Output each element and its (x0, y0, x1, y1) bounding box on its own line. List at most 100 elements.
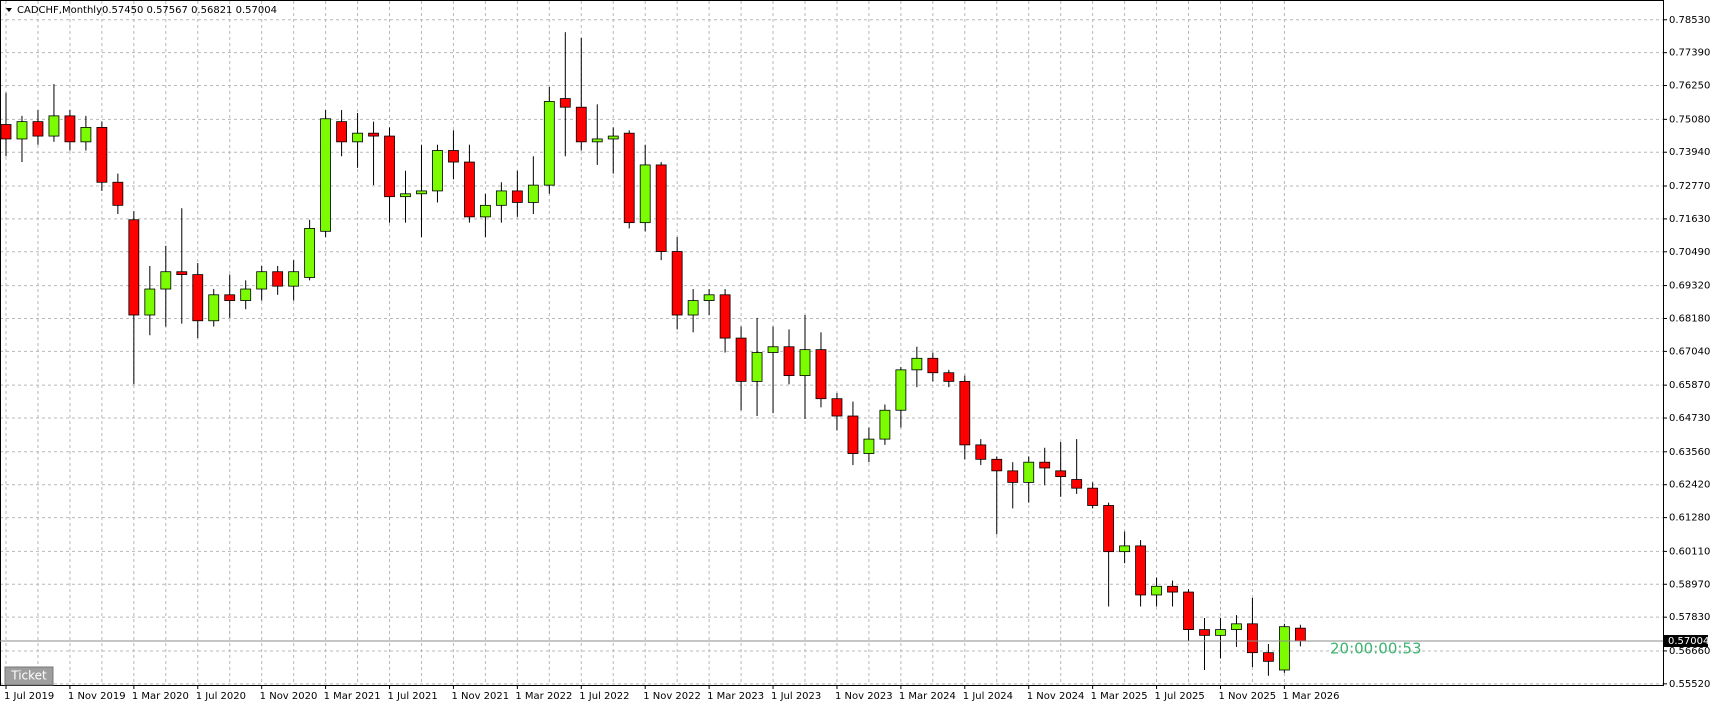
candle-body (863, 438, 875, 454)
candle-body (1103, 505, 1115, 553)
candle-body (160, 271, 172, 290)
candle-body (336, 121, 347, 143)
last-price-box (1664, 635, 1708, 648)
y-tick-label: 0.61280 (1669, 513, 1710, 524)
candle-body (224, 294, 236, 301)
x-tick-label: 1 Nov 2021 (451, 691, 509, 702)
candle-body (1023, 461, 1035, 483)
x-tick-label: 1 Jul 2021 (388, 691, 438, 702)
candle-body (432, 150, 443, 192)
candle-body (1294, 627, 1306, 642)
candle-body (767, 346, 779, 353)
candle-body (495, 190, 507, 206)
candle-body (400, 193, 411, 198)
candle-body (639, 164, 651, 224)
candle-body (1151, 585, 1162, 596)
y-tick-label: 0.70490 (1669, 247, 1710, 258)
candle-body (384, 135, 395, 198)
candle-body (1135, 545, 1146, 596)
candle-body (352, 132, 363, 143)
candle-body (1231, 623, 1242, 630)
candle-body (288, 271, 300, 287)
x-tick-label: 1 Jul 2020 (196, 691, 246, 702)
x-tick-label: 1 Nov 2019 (68, 691, 126, 702)
candle-body (240, 288, 252, 301)
candle-body (719, 294, 731, 339)
y-tick-label: 0.78530 (1669, 15, 1710, 26)
candle-body (192, 274, 204, 322)
candle-body (735, 337, 747, 382)
x-tick-label: 1 Mar 2025 (1091, 691, 1148, 702)
candle-body (911, 357, 923, 371)
candle-body (320, 118, 332, 232)
candle-body (1199, 629, 1210, 636)
candle-body (1167, 585, 1178, 593)
candle-body (879, 409, 891, 440)
candle-body (703, 294, 715, 301)
y-tick-label: 0.62420 (1669, 480, 1710, 491)
candle-body (368, 132, 379, 137)
candle-body (1183, 591, 1194, 630)
candle-body (1119, 545, 1130, 553)
candle-body (1247, 623, 1258, 654)
y-tick-label: 0.68180 (1669, 313, 1710, 324)
x-tick-label: 1 Jul 2025 (1155, 691, 1205, 702)
ticket-button[interactable] (4, 666, 54, 686)
x-tick-label: 1 Mar 2024 (899, 691, 956, 702)
x-tick-label: 1 Mar 2026 (1282, 691, 1339, 702)
menu-arrow[interactable] (6, 8, 12, 12)
last-price-label: 0.57004 (1668, 636, 1709, 647)
candle-body (0, 124, 12, 140)
x-tick-label: 1 Jul 2023 (771, 691, 821, 702)
candle-body (687, 300, 699, 316)
candle-body (815, 349, 827, 400)
x-tick-label: 1 Mar 2021 (324, 691, 381, 702)
candle-body (591, 138, 603, 143)
bar-timer: 20:00:00:53 (1330, 640, 1422, 658)
candle-body (655, 164, 667, 252)
candle-body (671, 251, 683, 316)
y-tick-label: 0.64730 (1669, 413, 1710, 424)
candle-body (304, 228, 316, 278)
ohlc-header: 0.57450 0.57567 0.56821 0.57004 (102, 5, 277, 16)
candle-body (448, 150, 459, 163)
y-tick-label: 0.65870 (1669, 380, 1710, 391)
y-tick-label: 0.58970 (1669, 579, 1710, 590)
candle-body (96, 127, 108, 183)
candle-body (1263, 652, 1274, 662)
candle-body (847, 415, 859, 454)
candle-body (32, 121, 44, 137)
candle-body (527, 184, 539, 203)
candle-body (895, 369, 907, 411)
candle-body (1071, 479, 1083, 489)
candle-body (64, 115, 76, 143)
candle-body (1087, 487, 1099, 506)
candle-body (991, 458, 1003, 472)
y-tick-label: 0.71630 (1669, 214, 1710, 225)
candle-body (48, 115, 60, 137)
x-tick-label: 1 Nov 2022 (643, 691, 701, 702)
y-tick-label: 0.77390 (1669, 48, 1710, 59)
y-tick-label: 0.63560 (1669, 447, 1710, 458)
y-tick-label: 0.67040 (1669, 346, 1710, 357)
candle-body (959, 380, 971, 446)
x-tick-label: 1 Nov 2025 (1218, 691, 1276, 702)
y-tick-label: 0.60110 (1669, 546, 1710, 557)
candle-body (1055, 470, 1067, 478)
x-tick-label: 1 Nov 2024 (1027, 691, 1085, 702)
candles (0, 32, 1306, 676)
y-tick-label: 0.56660 (1669, 646, 1710, 657)
candle-body (831, 398, 843, 417)
candle-body (208, 294, 220, 322)
candle-body (623, 132, 635, 224)
candle-body (1039, 461, 1051, 469)
ticket-button-label[interactable]: Ticket (10, 669, 47, 683)
candle-body (256, 271, 268, 290)
x-tick-label: 1 Nov 2020 (260, 691, 318, 702)
candle-body (1215, 629, 1226, 636)
candle-body (975, 444, 987, 460)
candle-body (464, 161, 475, 218)
candle-body (479, 204, 491, 218)
grid (0, 1, 1663, 685)
